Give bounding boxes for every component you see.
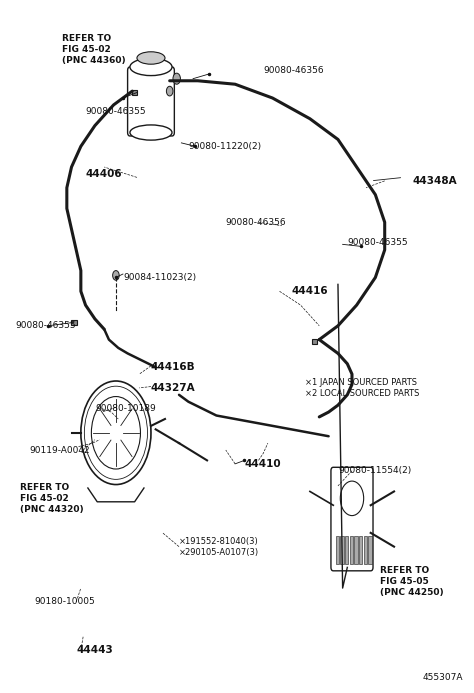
Text: 90080-11554(2): 90080-11554(2) (338, 466, 411, 475)
Text: 90119-A0042: 90119-A0042 (29, 446, 90, 455)
Bar (364, 536, 367, 564)
Circle shape (81, 381, 151, 484)
Circle shape (166, 87, 173, 96)
Bar (174, 76, 180, 82)
Text: 44348A: 44348A (413, 176, 457, 186)
FancyBboxPatch shape (331, 467, 373, 571)
Text: 90080-10189: 90080-10189 (95, 404, 155, 413)
Circle shape (173, 73, 181, 85)
Text: 90080-11220(2): 90080-11220(2) (188, 142, 262, 151)
Bar (355, 536, 357, 564)
Text: REFER TO
FIG 45-02
(PNC 44360): REFER TO FIG 45-02 (PNC 44360) (62, 34, 126, 65)
Circle shape (91, 396, 140, 469)
Text: 44410: 44410 (245, 459, 281, 469)
Text: 44443: 44443 (76, 645, 113, 655)
Text: 44416B: 44416B (151, 362, 196, 372)
Text: REFER TO
FIG 45-02
(PNC 44320): REFER TO FIG 45-02 (PNC 44320) (20, 483, 84, 514)
Text: 90080-46355: 90080-46355 (16, 322, 76, 331)
Bar (368, 536, 372, 564)
Text: 90180-10005: 90180-10005 (34, 597, 95, 606)
Bar (336, 536, 339, 564)
Bar (340, 536, 344, 564)
Bar (345, 536, 348, 564)
Bar (359, 536, 362, 564)
Text: 90080-46355: 90080-46355 (347, 238, 408, 247)
Text: 455307A: 455307A (422, 674, 463, 683)
Ellipse shape (137, 52, 165, 64)
Text: 90080-46356: 90080-46356 (226, 218, 286, 227)
Text: ×1 JAPAN SOURCED PARTS
×2 LOCAL SOURCED PARTS: ×1 JAPAN SOURCED PARTS ×2 LOCAL SOURCED … (305, 378, 419, 398)
FancyBboxPatch shape (128, 67, 174, 136)
Text: 90080-46355: 90080-46355 (85, 107, 146, 116)
Circle shape (113, 270, 119, 280)
Bar (312, 339, 318, 344)
Bar (132, 90, 137, 95)
Text: 90084-11023(2): 90084-11023(2) (123, 273, 196, 282)
Text: 90080-46356: 90080-46356 (263, 66, 324, 75)
Text: ×191552-81040(3)
×290105-A0107(3): ×191552-81040(3) ×290105-A0107(3) (179, 536, 259, 556)
Bar (350, 536, 353, 564)
Text: REFER TO
FIG 45-05
(PNC 44250): REFER TO FIG 45-05 (PNC 44250) (380, 565, 444, 597)
Ellipse shape (130, 58, 172, 76)
Bar (71, 320, 77, 325)
Text: 44327A: 44327A (151, 383, 196, 393)
Text: 44406: 44406 (85, 169, 122, 179)
Circle shape (340, 481, 364, 516)
Ellipse shape (130, 125, 172, 140)
Text: 44416: 44416 (291, 286, 328, 297)
